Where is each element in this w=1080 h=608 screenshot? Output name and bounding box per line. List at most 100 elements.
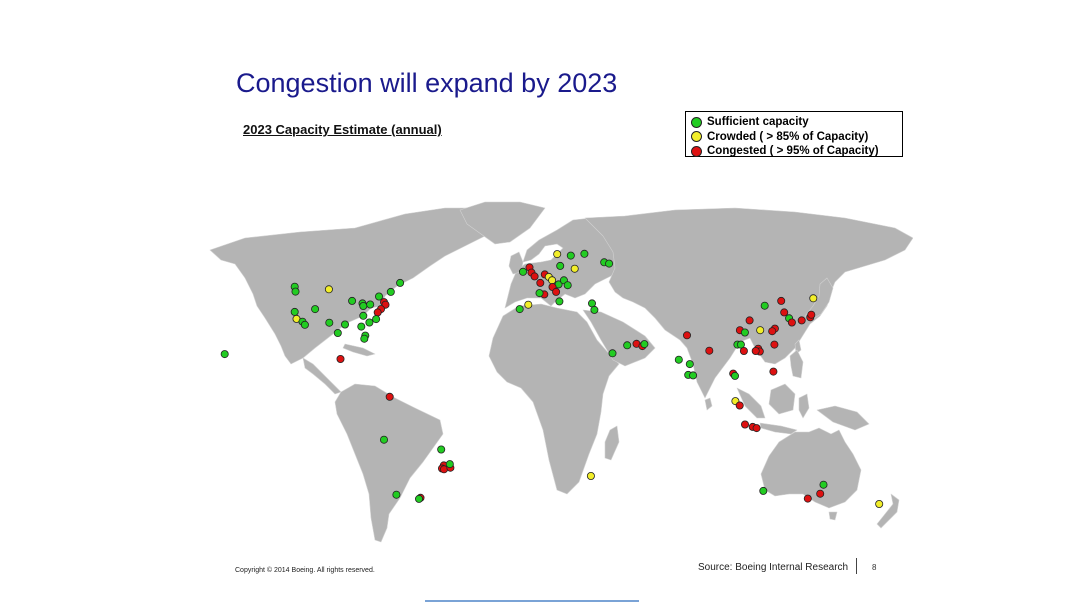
landmass-new-zealand (876, 493, 900, 529)
airport-marker-congested (336, 354, 345, 363)
legend-label-sufficient: Sufficient capacity (707, 116, 809, 129)
landmass-arabia (582, 309, 656, 367)
airport-marker-sufficient (555, 297, 564, 306)
airport-marker-crowded (570, 264, 579, 273)
airport-marker-crowded (324, 285, 333, 294)
airport-marker-sufficient (340, 320, 349, 329)
airport-marker-crowded (875, 499, 884, 508)
airport-marker-sufficient (623, 341, 632, 350)
airport-marker-sufficient (437, 445, 446, 454)
landmass-philippines (789, 349, 804, 379)
airport-marker-congested (807, 310, 816, 319)
landmass-south-america (334, 383, 444, 543)
airport-marker-sufficient (580, 249, 589, 258)
airport-marker-sufficient (689, 371, 698, 380)
airport-marker-crowded (809, 294, 818, 303)
landmass-australia (760, 427, 862, 509)
landmass-africa (488, 303, 620, 495)
page-number: 8 (872, 563, 877, 572)
airport-marker-sufficient (736, 340, 745, 349)
airport-marker-congested (373, 308, 382, 317)
airport-marker-sufficient (359, 311, 368, 320)
airport-marker-sufficient (392, 490, 401, 499)
airport-marker-sufficient (360, 334, 369, 343)
airport-marker-congested (768, 327, 777, 336)
airport-marker-congested (741, 420, 750, 429)
airport-marker-sufficient (608, 349, 617, 358)
airport-marker-sufficient (357, 322, 366, 331)
airport-marker-crowded (586, 471, 595, 480)
airport-marker-congested (780, 308, 789, 317)
landmass-north-america (209, 207, 509, 365)
bottom-accent-line (425, 600, 639, 602)
airport-marker-congested (797, 316, 806, 325)
airport-marker-sufficient (515, 305, 524, 314)
airport-marker-crowded (548, 276, 557, 285)
airport-marker-sufficient (760, 301, 769, 310)
airport-marker-sufficient (396, 278, 405, 287)
airport-marker-sufficient (311, 305, 320, 314)
green-dot-icon (691, 116, 702, 128)
airport-marker-sufficient (220, 350, 229, 359)
airport-marker-crowded (524, 300, 533, 309)
legend-item-crowded: Crowded ( > 85% of Capacity) (691, 130, 902, 145)
airport-marker-sufficient (605, 259, 614, 268)
airport-marker-sufficient (359, 302, 368, 311)
airport-marker-sufficient (290, 307, 299, 316)
legend-label-congested: Congested ( > 95% of Capacity) (707, 145, 879, 158)
airport-marker-congested (735, 401, 744, 410)
airport-marker-sufficient (333, 328, 342, 337)
landmass-asia (584, 207, 913, 399)
landmass-greenland (459, 201, 546, 245)
map-subtitle: 2023 Capacity Estimate (annual) (243, 122, 442, 137)
airport-marker-sufficient (819, 480, 828, 489)
landmass-madagascar (604, 425, 620, 461)
airport-marker-sufficient (759, 486, 768, 495)
airport-marker-congested (751, 346, 760, 355)
legend-item-congested: Congested ( > 95% of Capacity) (691, 144, 902, 159)
copyright-notice: Copyright © 2014 Boeing. All rights rese… (235, 567, 375, 574)
airport-marker-sufficient (374, 292, 383, 301)
airport-marker-sufficient (674, 355, 683, 364)
airport-marker-sufficient (379, 435, 388, 444)
airport-marker-congested (816, 489, 825, 498)
airport-marker-sufficient (518, 267, 527, 276)
landmass-sumatra (736, 387, 766, 419)
airport-markers (220, 249, 884, 508)
slide-title: Congestion will expand by 2023 (236, 68, 618, 98)
airport-marker-sufficient (445, 460, 454, 469)
airport-marker-congested (787, 318, 796, 327)
landmass-tasmania (828, 511, 838, 521)
landmass-java (759, 422, 798, 435)
footer-divider (856, 558, 857, 574)
airport-marker-congested (769, 367, 778, 376)
airport-marker-sufficient (300, 320, 309, 329)
airport-marker-congested (552, 287, 561, 296)
airport-marker-congested (682, 331, 691, 340)
airport-marker-sufficient (386, 287, 395, 296)
airport-marker-sufficient (291, 287, 300, 296)
legend-item-sufficient: Sufficient capacity (691, 115, 902, 130)
airport-marker-congested (745, 316, 754, 325)
airport-marker-congested (739, 346, 748, 355)
airport-marker-crowded (756, 326, 765, 335)
airport-marker-sufficient (414, 494, 423, 503)
airport-marker-sufficient (566, 251, 575, 260)
airport-marker-sufficient (325, 318, 334, 327)
legend-label-crowded: Crowded ( > 85% of Capacity) (707, 130, 869, 143)
airport-marker-congested (385, 392, 394, 401)
source-note: Source: Boeing Internal Research (698, 562, 849, 573)
red-dot-icon (691, 145, 702, 157)
airport-marker-crowded (553, 250, 562, 259)
yellow-dot-icon (691, 131, 702, 143)
landmass-sri-lanka (704, 397, 713, 411)
world-map (209, 201, 913, 543)
legend: Sufficient capacity Crowded ( > 85% of C… (685, 111, 903, 157)
landmass-borneo (768, 383, 796, 415)
landmass-new-guinea (816, 405, 870, 431)
airport-marker-sufficient (640, 340, 649, 349)
airport-marker-sufficient (365, 318, 374, 327)
airport-marker-congested (803, 494, 812, 503)
airport-marker-sufficient (731, 371, 740, 380)
airport-marker-congested (705, 346, 714, 355)
